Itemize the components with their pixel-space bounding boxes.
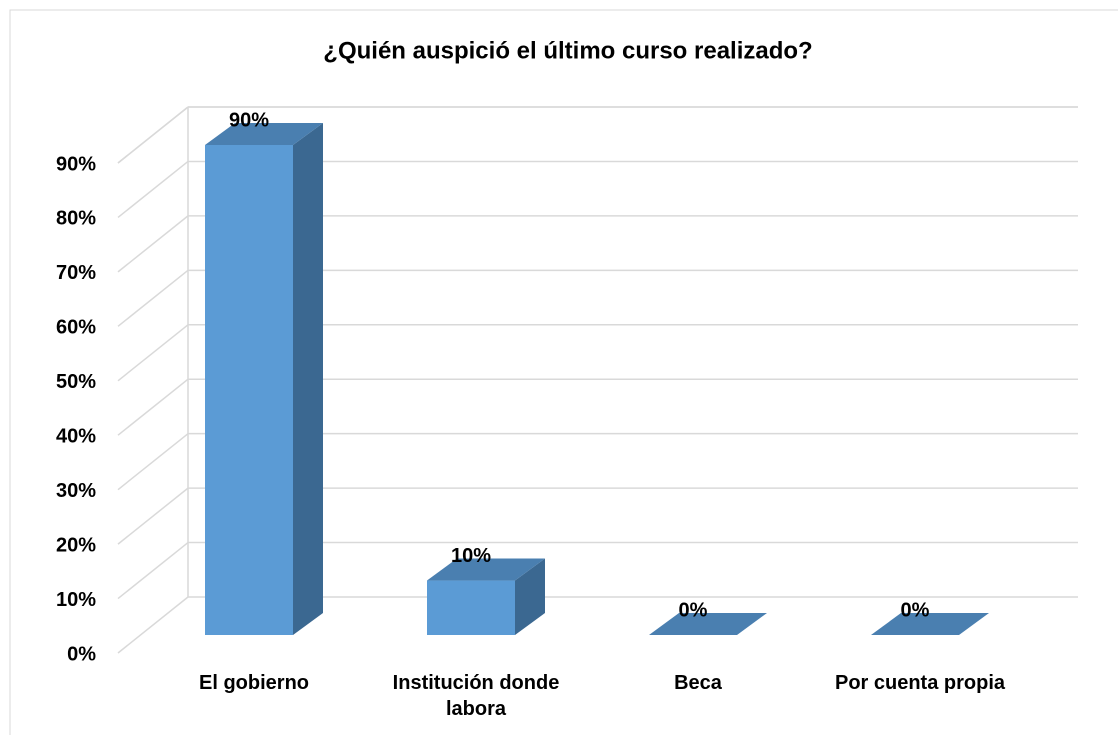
bar-top: [649, 613, 767, 635]
bar-side: [515, 558, 545, 635]
side-grid-line: [117, 487, 189, 545]
bar-front: [427, 580, 515, 635]
y-tick-label: 40%: [56, 426, 96, 448]
y-tick-label: 80%: [56, 208, 96, 230]
y-tick-label: 90%: [56, 153, 96, 175]
y-tick-label: 50%: [56, 371, 96, 393]
y-tick-label: 10%: [56, 589, 96, 611]
y-tick-label: 60%: [56, 317, 96, 339]
value-label: 10%: [451, 545, 491, 567]
value-label: 0%: [679, 599, 708, 621]
value-label: 90%: [229, 109, 269, 131]
chart-border: [9, 9, 1118, 735]
y-tick-label: 70%: [56, 262, 96, 284]
side-grid-line: [117, 378, 189, 436]
bar-top: [427, 558, 545, 581]
x-tick-label: El gobierno: [199, 672, 309, 694]
x-tick-label: Beca: [674, 672, 722, 694]
y-tick-label: 0%: [67, 643, 96, 665]
side-grid-line: [117, 215, 189, 273]
side-grid-line: [117, 433, 189, 491]
side-grid-line: [117, 541, 189, 600]
bar-side: [293, 123, 323, 635]
side-grid-line: [117, 324, 189, 382]
bar-top: [205, 123, 323, 145]
side-grid-line: [117, 160, 189, 219]
chart-title: ¿Quién auspició el último curso realizad…: [323, 37, 812, 64]
side-grid-line: [117, 269, 189, 327]
value-label: 0%: [901, 599, 930, 621]
bar-front: [205, 145, 293, 635]
y-tick-label: 30%: [56, 480, 96, 502]
side-grid-line: [117, 596, 189, 654]
bar-top: [871, 613, 989, 635]
y-tick-label: 20%: [56, 534, 96, 556]
x-tick-label: Institución donde labora: [392, 672, 560, 720]
x-tick-label: Por cuenta propia: [834, 672, 1006, 694]
side-top: [117, 106, 189, 164]
